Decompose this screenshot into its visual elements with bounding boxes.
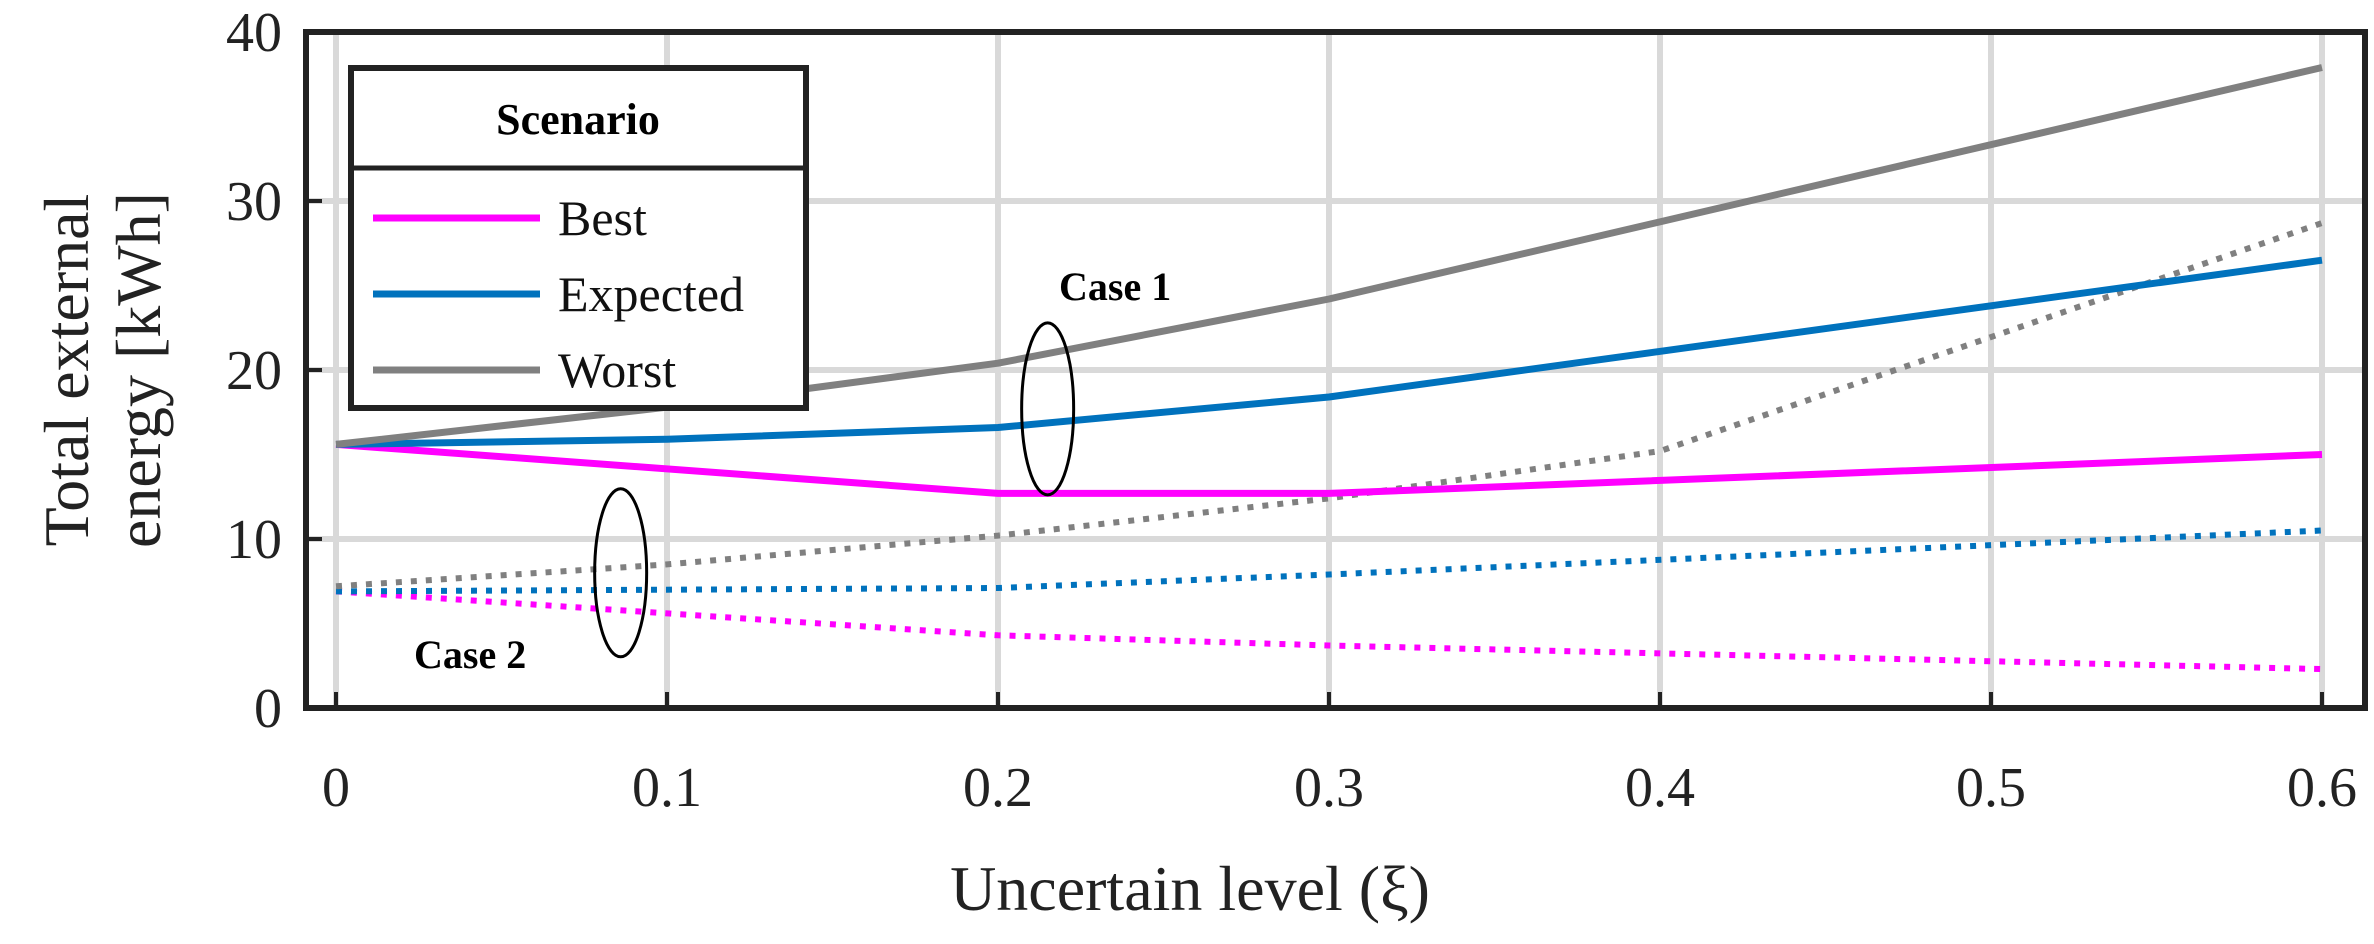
case-2-label: Case 2	[414, 632, 526, 677]
y-axis-title-line-2: energy [kWh]	[103, 192, 174, 548]
case-1-ellipse	[1020, 321, 1076, 497]
series-line-expected-case-1	[335, 256, 2323, 448]
series-line-expected-case-2	[335, 527, 2323, 595]
y-tick-label: 0	[254, 678, 282, 740]
series-line-best-case-2	[335, 588, 2323, 673]
x-tick-label: 0.5	[1956, 757, 2026, 819]
series-lines	[335, 64, 2323, 673]
case-2-ellipse	[593, 487, 649, 659]
series-line-worst-case-1	[335, 64, 2323, 448]
x-tick-label: 0.1	[632, 757, 702, 819]
series-line-worst-case-2	[335, 220, 2323, 590]
y-tick-label: 40	[226, 2, 282, 64]
y-axis-title: Total external energy [kWh]	[31, 192, 174, 548]
y-tick-label: 30	[226, 171, 282, 233]
legend-label-expected: Expected	[558, 266, 744, 322]
legend-label-best: Best	[558, 190, 647, 246]
x-tick-label: 0.2	[963, 757, 1033, 819]
legend-title: Scenario	[496, 95, 660, 144]
legend-entries: Best Expected Worst	[373, 190, 744, 398]
legend-box	[348, 65, 809, 411]
annotations: Case 1 Case 2	[414, 264, 1171, 677]
x-tick-label: 0.3	[1294, 757, 1364, 819]
x-tick-label: 0	[322, 757, 350, 819]
x-tick-label: 0.4	[1625, 757, 1695, 819]
axis-ticks: 0 0.1 0.2 0.3 0.4 0.5 0.6 0 10 20 30 40	[226, 2, 2357, 819]
y-axis-title-line-1: Total external	[31, 194, 102, 547]
case-1-label: Case 1	[1059, 264, 1171, 309]
y-tick-label: 10	[226, 509, 282, 571]
legend: Scenario Best Expected Worst	[348, 65, 809, 411]
legend-label-worst: Worst	[558, 342, 676, 398]
y-tick-label: 20	[226, 340, 282, 402]
series-line-best-case-1	[335, 440, 2323, 497]
x-axis-title: Uncertain level (ξ)	[950, 853, 1430, 924]
x-tick-label: 0.6	[2287, 757, 2357, 819]
